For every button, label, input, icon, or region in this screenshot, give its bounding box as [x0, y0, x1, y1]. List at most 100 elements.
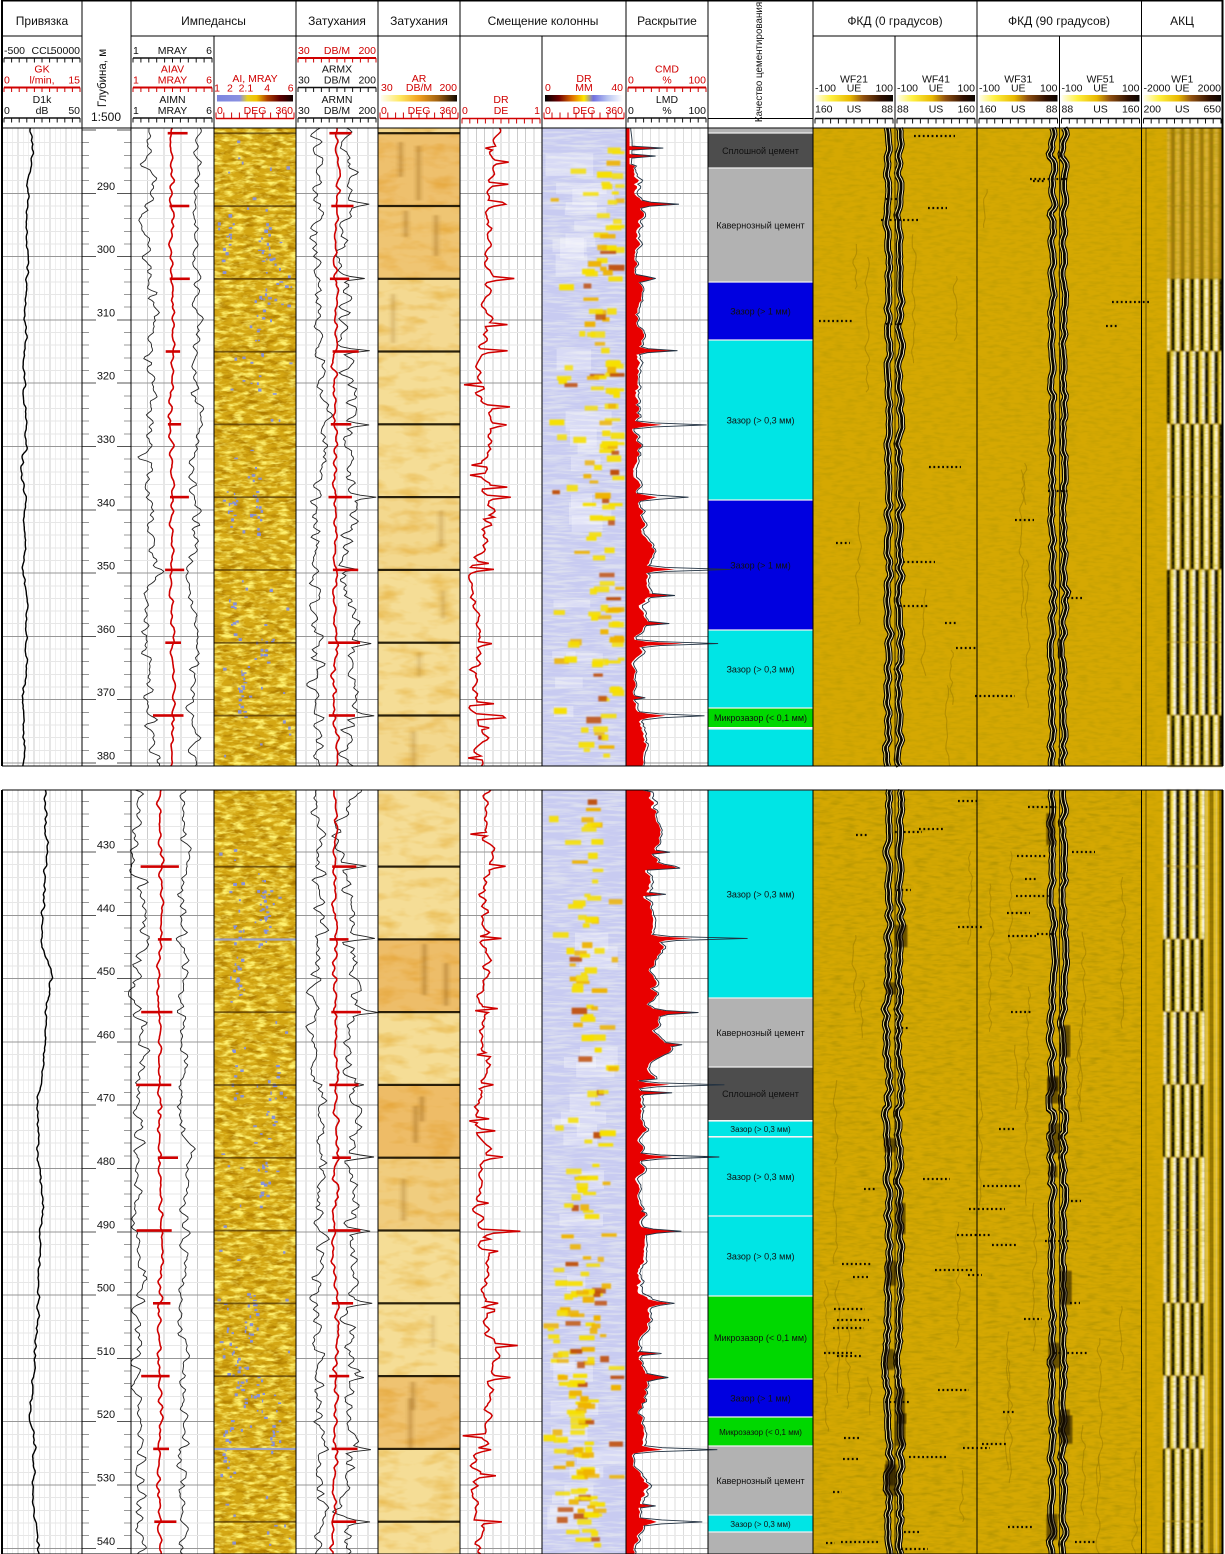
svg-text:MRAY: MRAY	[158, 75, 188, 87]
svg-text:CCL: CCL	[31, 45, 52, 57]
svg-text:100: 100	[957, 83, 975, 95]
svg-text:290: 290	[97, 181, 115, 193]
svg-text:0: 0	[545, 82, 551, 94]
svg-text:0: 0	[545, 105, 551, 117]
svg-text:200: 200	[439, 82, 457, 94]
svg-text:WF31: WF31	[1004, 74, 1032, 86]
svg-text:D1k: D1k	[33, 94, 52, 106]
svg-text:Зазор (> 1 мм): Зазор (> 1 мм)	[730, 307, 791, 317]
svg-text:UE: UE	[1175, 83, 1190, 95]
svg-text:340: 340	[97, 497, 115, 509]
svg-text:Микрозазор (< 0,1 мм): Микрозазор (< 0,1 мм)	[719, 1428, 802, 1437]
svg-text:460: 460	[97, 1029, 115, 1041]
svg-text:Зазор (> 0,3 мм): Зазор (> 0,3 мм)	[730, 1125, 791, 1134]
svg-text:0: 0	[4, 105, 10, 117]
svg-text:-500: -500	[4, 45, 25, 57]
svg-text:100: 100	[875, 83, 893, 95]
svg-text:MM: MM	[575, 82, 593, 94]
svg-text:GK: GK	[34, 64, 49, 76]
svg-text:-100: -100	[897, 83, 918, 95]
svg-text:US: US	[1175, 104, 1190, 116]
svg-text:360: 360	[605, 105, 623, 117]
svg-text:30: 30	[298, 75, 310, 87]
svg-text:360: 360	[275, 105, 293, 117]
svg-text:430: 430	[97, 840, 115, 852]
svg-text:Зазор (> 0,3 мм): Зазор (> 0,3 мм)	[726, 416, 794, 426]
svg-text:Зазор (> 1 мм): Зазор (> 1 мм)	[730, 561, 791, 571]
svg-text:US: US	[1011, 104, 1026, 116]
svg-text:100: 100	[1040, 83, 1058, 95]
svg-text:-100: -100	[1062, 83, 1083, 95]
svg-text:30: 30	[298, 45, 310, 57]
svg-text:440: 440	[97, 903, 115, 915]
svg-text:LMD: LMD	[656, 94, 679, 106]
svg-text:Зазор (> 0,3 мм): Зазор (> 0,3 мм)	[730, 1520, 791, 1529]
svg-text:Глубина, м: Глубина, м	[97, 49, 109, 107]
svg-text:WF21: WF21	[840, 74, 868, 86]
svg-text:MRAY: MRAY	[158, 45, 188, 57]
svg-text:160: 160	[957, 104, 975, 116]
svg-text:WF51: WF51	[1086, 74, 1114, 86]
svg-text:6: 6	[206, 105, 212, 117]
svg-text:380: 380	[97, 751, 115, 763]
svg-text:US: US	[929, 104, 944, 116]
svg-text:Качество цементирования: Качество цементирования	[754, 2, 765, 122]
svg-text:360: 360	[439, 105, 457, 117]
svg-text:ФКД (0 градусов): ФКД (0 градусов)	[847, 14, 942, 28]
svg-text:WF41: WF41	[922, 74, 950, 86]
svg-text:AR: AR	[412, 73, 427, 85]
svg-text:15: 15	[68, 75, 80, 87]
svg-text:DEG: DEG	[408, 105, 431, 117]
svg-text:AIMN: AIMN	[159, 94, 185, 106]
svg-text:Зазор (> 0,3 мм): Зазор (> 0,3 мм)	[726, 890, 794, 900]
svg-text:UE: UE	[929, 83, 944, 95]
svg-text:300: 300	[97, 244, 115, 256]
svg-text:1:500: 1:500	[91, 110, 121, 124]
svg-text:100: 100	[1122, 83, 1140, 95]
svg-text:Зазор (> 0,3 мм): Зазор (> 0,3 мм)	[726, 665, 794, 675]
svg-text:4: 4	[264, 83, 270, 95]
svg-text:%: %	[662, 105, 671, 117]
svg-text:Кавернозный цемент: Кавернозный цемент	[716, 221, 804, 231]
svg-text:1: 1	[133, 75, 139, 87]
svg-text:%: %	[662, 75, 671, 87]
svg-text:100: 100	[688, 105, 706, 117]
svg-text:200: 200	[358, 75, 376, 87]
svg-text:320: 320	[97, 371, 115, 383]
svg-text:Кавернозный цемент: Кавернозный цемент	[716, 1476, 804, 1486]
svg-text:2.1: 2.1	[239, 83, 254, 95]
svg-text:480: 480	[97, 1156, 115, 1168]
svg-text:DB/M: DB/M	[324, 105, 350, 117]
svg-text:Зазор (> 1 мм): Зазор (> 1 мм)	[730, 1394, 791, 1404]
svg-text:510: 510	[97, 1346, 115, 1358]
svg-text:50: 50	[68, 105, 80, 117]
svg-text:UE: UE	[847, 83, 862, 95]
svg-text:450: 450	[97, 966, 115, 978]
svg-text:Затухания: Затухания	[390, 14, 448, 28]
svg-text:Сплошной цемент: Сплошной цемент	[722, 1089, 799, 1099]
svg-text:100: 100	[688, 75, 706, 87]
svg-text:ФКД (90 градусов): ФКД (90 градусов)	[1008, 14, 1110, 28]
svg-text:Смещение колонны: Смещение колонны	[488, 14, 599, 28]
svg-text:370: 370	[97, 687, 115, 699]
svg-text:0: 0	[628, 105, 634, 117]
svg-text:DB/M: DB/M	[324, 45, 350, 57]
svg-text:0: 0	[217, 105, 223, 117]
svg-text:200: 200	[1144, 104, 1162, 116]
svg-text:1: 1	[214, 83, 220, 95]
svg-text:6: 6	[206, 45, 212, 57]
svg-text:Импедансы: Импедансы	[181, 14, 246, 28]
svg-text:CMD: CMD	[655, 64, 679, 76]
svg-text:200: 200	[358, 105, 376, 117]
svg-text:UE: UE	[1011, 83, 1026, 95]
svg-text:2: 2	[227, 83, 233, 95]
svg-text:Микрозазор (< 0,1 мм): Микрозазор (< 0,1 мм)	[714, 1333, 807, 1343]
svg-text:ARMN: ARMN	[322, 94, 353, 106]
svg-text:6: 6	[206, 75, 212, 87]
svg-text:l/min,: l/min,	[29, 75, 54, 87]
svg-text:540: 540	[97, 1536, 115, 1548]
svg-text:160: 160	[979, 104, 997, 116]
svg-text:WF1: WF1	[1171, 74, 1193, 86]
svg-text:0: 0	[462, 105, 468, 117]
svg-text:0: 0	[381, 105, 387, 117]
